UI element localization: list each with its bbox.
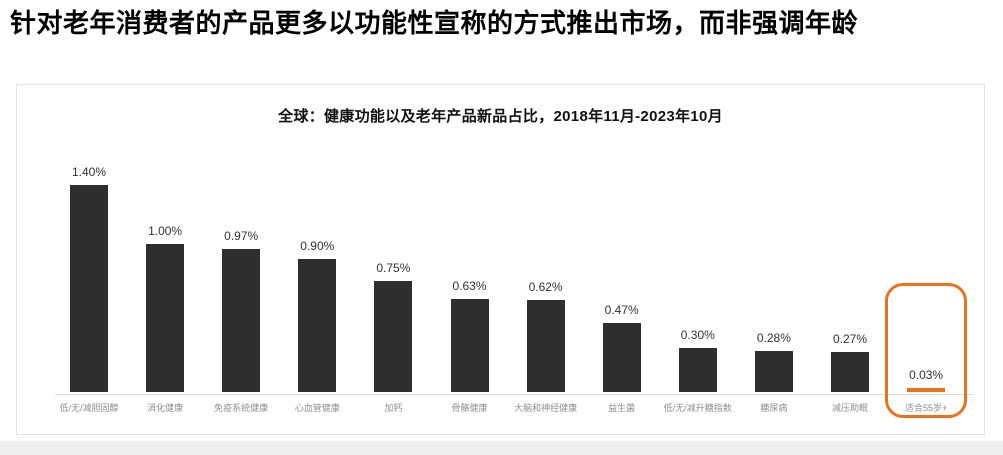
bar-column-1: 1.00% 消化健康 (127, 85, 203, 434)
bar-category-label: 低/无/减升糖指数 (663, 403, 732, 413)
bar-chart-plot-area: 1.40% 低/无/减胆固醇 1.00% 消化健康 0.97% 免疫系统健康 0.90% 心血… (17, 85, 984, 434)
bar-value-label: 0.97% (224, 229, 259, 243)
bar-value-label: 0.63% (452, 279, 487, 293)
bar (526, 300, 565, 392)
bar-column-10: 0.27% 减压助眠 (812, 85, 888, 434)
bar-value-label: 0.03% (909, 368, 944, 382)
bar-column-9: 0.28% 糖尿病 (736, 85, 812, 434)
bar (831, 352, 869, 392)
bar-value-label: 1.40% (71, 165, 107, 179)
highlight-box (885, 283, 968, 418)
bar (678, 348, 717, 392)
bar-category-label: 骨骼健康 (451, 403, 488, 413)
bar-column-7: 0.47% 益生菌 (584, 85, 660, 434)
bar (222, 249, 261, 392)
bar-column-5: 0.63% 骨骼健康 (432, 85, 508, 434)
bar-value-label: 0.27% (832, 332, 868, 346)
bottom-margin-strip (0, 441, 1003, 455)
bar-category-label: 免疫系统健康 (214, 403, 269, 413)
bar (754, 351, 793, 392)
bar-column-8: 0.30% 低/无/减升糖指数 (660, 85, 736, 434)
bar-category-label: 糖尿病 (760, 403, 788, 413)
x-axis-line (55, 394, 973, 395)
bar (450, 299, 489, 392)
chart-card: 全球：健康功能以及老年产品新品占比，2018年11月-2023年10月 1.40… (16, 84, 985, 435)
bar-column-2: 0.97% 免疫系统健康 (203, 85, 279, 434)
bar-column-11: 0.03% 适合55岁+ (885, 85, 968, 434)
bar-category-label: 减压助眠 (831, 403, 868, 413)
bar-value-label: 0.62% (528, 280, 563, 294)
bar (907, 388, 946, 392)
bar (298, 259, 337, 392)
chart-title: 全球：健康功能以及老年产品新品占比，2018年11月-2023年10月 (278, 108, 723, 125)
bar-category-label: 低/无/减胆固醇 (59, 403, 119, 413)
bar-column-6: 0.62% 大脑和神经健康 (508, 85, 584, 434)
bar (602, 323, 641, 392)
bar (70, 185, 108, 392)
bar-column-3: 0.90% 心血管健康 (279, 85, 355, 434)
bar (146, 244, 185, 392)
bar-category-label: 大脑和神经健康 (514, 403, 578, 413)
bar-category-label: 适合55岁+ (904, 403, 948, 413)
bar (374, 281, 413, 392)
bar-category-label: 消化健康 (147, 403, 184, 413)
bar-category-label: 心血管健康 (294, 403, 340, 413)
bar-value-label: 0.75% (376, 261, 411, 275)
bar-value-label: 0.28% (756, 331, 791, 345)
page-title: 针对老年消费者的产品更多以功能性宣称的方式推出市场，而非强调年龄 (10, 8, 859, 38)
bar-category-label: 加钙 (384, 403, 403, 413)
bar-value-label: 0.47% (604, 303, 639, 317)
bar-value-label: 0.90% (300, 239, 335, 253)
bar-value-label: 0.30% (680, 328, 715, 342)
bar-column-0: 1.40% 低/无/减胆固醇 (51, 85, 127, 434)
bar-column-4: 0.75% 加钙 (355, 85, 431, 434)
bar-value-label: 1.00% (148, 224, 183, 238)
bar-category-label: 益生菌 (608, 403, 636, 413)
